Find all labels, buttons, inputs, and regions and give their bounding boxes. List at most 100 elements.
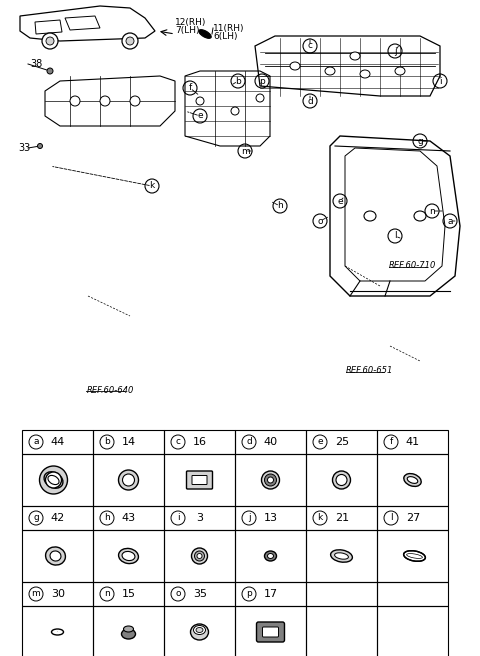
Text: REF.60-651: REF.60-651: [346, 366, 393, 375]
Circle shape: [70, 96, 80, 106]
Ellipse shape: [122, 474, 134, 486]
Ellipse shape: [122, 552, 135, 561]
Text: d: d: [246, 438, 252, 447]
FancyBboxPatch shape: [192, 476, 207, 485]
Bar: [377, 530, 448, 582]
Circle shape: [126, 37, 134, 45]
Bar: [93, 530, 164, 582]
Text: 15: 15: [122, 589, 136, 599]
Ellipse shape: [333, 471, 350, 489]
Bar: [164, 430, 235, 454]
Text: d: d: [307, 96, 313, 106]
Text: e: e: [337, 197, 343, 205]
Circle shape: [42, 33, 58, 49]
Bar: [377, 606, 448, 656]
Circle shape: [46, 37, 54, 45]
Text: 21: 21: [335, 513, 349, 523]
Ellipse shape: [231, 107, 239, 115]
Text: i: i: [177, 514, 180, 522]
FancyBboxPatch shape: [187, 471, 213, 489]
Ellipse shape: [197, 554, 202, 558]
Bar: [235, 454, 306, 506]
Text: p: p: [259, 77, 265, 85]
Ellipse shape: [256, 94, 264, 102]
Ellipse shape: [414, 211, 426, 221]
Text: 11(RH): 11(RH): [213, 24, 244, 33]
Bar: [306, 606, 377, 656]
Ellipse shape: [191, 624, 208, 640]
Ellipse shape: [407, 477, 418, 483]
Ellipse shape: [331, 550, 352, 562]
Ellipse shape: [395, 67, 405, 75]
Circle shape: [100, 96, 110, 106]
Ellipse shape: [192, 548, 207, 564]
Text: 42: 42: [51, 513, 65, 523]
Text: c: c: [308, 41, 312, 51]
Bar: [164, 606, 235, 656]
Text: 16: 16: [193, 437, 207, 447]
Ellipse shape: [121, 629, 135, 639]
FancyBboxPatch shape: [256, 622, 285, 642]
Text: l: l: [390, 514, 392, 522]
Ellipse shape: [325, 67, 335, 75]
Bar: [377, 506, 448, 530]
Bar: [235, 430, 306, 454]
Text: b: b: [235, 77, 241, 85]
Circle shape: [47, 68, 53, 74]
Text: a: a: [447, 216, 453, 226]
Ellipse shape: [193, 626, 205, 634]
Bar: [22, 530, 93, 582]
Bar: [306, 430, 377, 454]
Text: 27: 27: [406, 513, 420, 523]
Text: m: m: [240, 146, 250, 155]
Bar: [22, 582, 93, 606]
Text: h: h: [277, 201, 283, 211]
Ellipse shape: [267, 554, 274, 558]
Bar: [235, 582, 306, 606]
Text: REF.60-640: REF.60-640: [86, 386, 134, 395]
Ellipse shape: [48, 476, 59, 485]
Ellipse shape: [199, 30, 211, 38]
Bar: [306, 530, 377, 582]
Bar: [93, 606, 164, 656]
Text: i: i: [439, 77, 441, 85]
Ellipse shape: [262, 471, 279, 489]
Ellipse shape: [336, 474, 347, 485]
Bar: [306, 454, 377, 506]
Text: 43: 43: [122, 513, 136, 523]
Bar: [377, 454, 448, 506]
Text: 25: 25: [335, 437, 349, 447]
Ellipse shape: [196, 97, 204, 105]
Ellipse shape: [196, 628, 203, 632]
Bar: [93, 430, 164, 454]
Text: 6(LH): 6(LH): [213, 31, 238, 41]
Text: REF.60-710: REF.60-710: [389, 261, 436, 270]
Bar: [22, 606, 93, 656]
Text: l: l: [394, 232, 396, 241]
Text: g: g: [417, 136, 423, 146]
Bar: [164, 530, 235, 582]
Ellipse shape: [123, 626, 133, 632]
Text: e: e: [197, 112, 203, 121]
Text: 44: 44: [51, 437, 65, 447]
Ellipse shape: [264, 551, 276, 561]
Text: f: f: [389, 438, 393, 447]
Bar: [22, 506, 93, 530]
Bar: [164, 582, 235, 606]
Circle shape: [37, 144, 43, 148]
Ellipse shape: [364, 211, 376, 221]
Bar: [93, 506, 164, 530]
Ellipse shape: [404, 474, 421, 486]
Text: c: c: [176, 438, 180, 447]
Text: h: h: [104, 514, 110, 522]
Text: 12(RH): 12(RH): [175, 18, 206, 28]
Text: 38: 38: [30, 59, 42, 69]
Text: n: n: [429, 207, 435, 216]
Text: n: n: [104, 590, 110, 598]
Bar: [235, 606, 306, 656]
Circle shape: [46, 472, 61, 488]
Text: a: a: [33, 438, 39, 447]
Ellipse shape: [404, 551, 425, 562]
Ellipse shape: [350, 52, 360, 60]
Circle shape: [122, 33, 138, 49]
